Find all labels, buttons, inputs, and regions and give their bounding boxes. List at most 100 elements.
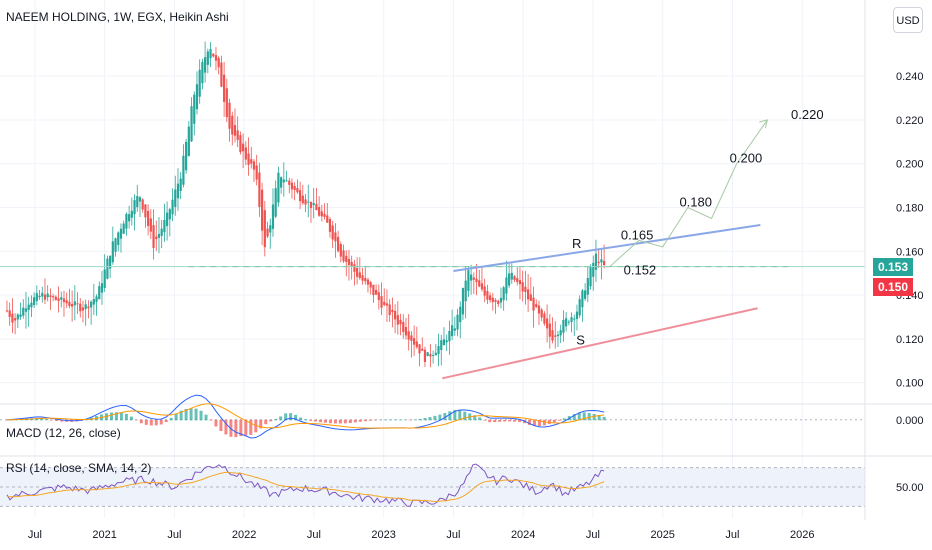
macd-histogram-bar [109, 412, 113, 421]
candle-body [228, 102, 231, 129]
candle-body [171, 199, 174, 215]
candle-body [122, 223, 125, 234]
candle-body [437, 346, 440, 354]
y-tick-label: 0.160 [896, 246, 924, 258]
candle-body [399, 319, 402, 325]
candle-body [290, 182, 294, 190]
rsi-line [6, 463, 605, 507]
resistance-label: R [572, 236, 581, 251]
candle-body [174, 189, 177, 208]
macd-histogram-bar [493, 419, 497, 423]
macd-histogram-bar [299, 417, 303, 421]
macd-histogram-bar [189, 408, 193, 421]
rsi-axis-label: 50.00 [896, 482, 924, 494]
macd-histogram-bar [388, 419, 392, 421]
candle-body [402, 322, 405, 333]
candle-body [201, 62, 204, 84]
currency-button[interactable]: USD [893, 7, 923, 33]
candle-body [600, 259, 603, 263]
candle-body [236, 130, 239, 140]
macd-histogram-bar [50, 419, 54, 421]
macd-histogram-bar [55, 419, 59, 422]
candle-body [307, 201, 310, 203]
candle-body [565, 318, 568, 327]
macd-histogram-bar [274, 419, 278, 421]
candle-body [73, 301, 76, 306]
candle-body [288, 180, 291, 185]
candle-body [250, 159, 253, 164]
macd-histogram-bar [343, 419, 347, 424]
candle-body [157, 233, 161, 238]
candle-body [385, 303, 389, 306]
macd-histogram-bar [154, 419, 158, 426]
candle-body [584, 290, 587, 299]
macd-histogram-bar [582, 412, 586, 421]
macd-histogram-bar [244, 419, 248, 436]
candle-body [404, 327, 408, 336]
candle-body [8, 310, 11, 317]
macd-histogram-bar [239, 419, 243, 437]
candle-body [81, 307, 85, 311]
candle-body [366, 279, 370, 285]
macd-histogram-bar [224, 419, 228, 435]
candle-body [111, 241, 114, 263]
candle-body [312, 203, 315, 205]
candle-body [318, 207, 321, 216]
candle-body [195, 84, 199, 110]
candle-body [470, 274, 473, 281]
candle-body [87, 306, 90, 309]
candle-body [459, 306, 462, 323]
candle-body [350, 261, 353, 267]
candle-body [301, 195, 304, 204]
candle-body [347, 258, 351, 266]
macd-histogram-bar [313, 419, 317, 422]
target-label: 0.180 [679, 194, 712, 209]
macd-histogram-bar [5, 419, 9, 421]
macd-histogram-bar [289, 413, 293, 421]
macd-histogram-bar [458, 410, 462, 421]
macd-histogram-bar [149, 419, 153, 426]
target-label: 0.200 [730, 151, 763, 166]
candle-body [212, 53, 215, 57]
candle-body [187, 126, 190, 157]
macd-histogram-bar [602, 416, 606, 421]
macd-histogram-bar [348, 419, 352, 423]
candle-body [356, 268, 359, 277]
candle-body [456, 314, 459, 330]
gridlines [0, 0, 865, 518]
candle-body [562, 319, 565, 333]
candle-body [451, 325, 454, 337]
candle-body [505, 277, 508, 294]
candle-body [364, 277, 367, 282]
candle-body [464, 280, 467, 302]
y-tick-label: 0.220 [896, 115, 924, 127]
candle-body [138, 197, 142, 202]
macd-histogram-bar [532, 419, 536, 426]
candle-body [497, 300, 500, 305]
candle-body [206, 51, 209, 65]
candle-body [182, 155, 185, 185]
x-tick-label: 2025 [650, 529, 674, 541]
rsi-ma-line [6, 471, 605, 502]
candle-body [190, 106, 193, 142]
candle-body [426, 352, 429, 356]
candle-body [486, 291, 489, 300]
candle-body [339, 244, 342, 257]
x-tick-label: 2026 [790, 529, 814, 541]
candle-body [147, 210, 150, 226]
macd-histogram-bar [358, 419, 362, 422]
candle-body [217, 57, 220, 68]
candle-body [84, 304, 87, 310]
candle-body [532, 297, 535, 311]
candle-body [223, 74, 226, 102]
macd-histogram-bar [518, 419, 522, 423]
candle-body [527, 289, 530, 300]
level-label: 0.150 [873, 278, 913, 296]
candle-body [65, 300, 68, 304]
candle-body [280, 177, 283, 188]
candle-body [90, 301, 93, 308]
macd-histogram-bar [174, 413, 178, 421]
candle-body [345, 255, 348, 263]
macd-histogram-bar [144, 419, 148, 425]
